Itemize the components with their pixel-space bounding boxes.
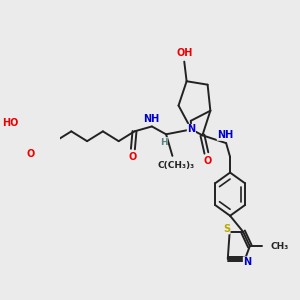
Text: O: O <box>204 156 212 166</box>
Text: N: N <box>243 257 251 267</box>
Text: OH: OH <box>176 48 192 58</box>
Text: O: O <box>26 149 34 159</box>
Text: NH: NH <box>217 130 233 140</box>
Text: CH₃: CH₃ <box>270 242 289 251</box>
Text: S: S <box>223 224 230 234</box>
Text: C(CH₃)₃: C(CH₃)₃ <box>158 161 195 170</box>
Text: O: O <box>129 152 137 162</box>
Text: NH: NH <box>143 114 159 124</box>
Text: HO: HO <box>2 118 18 128</box>
Text: H: H <box>160 138 167 147</box>
Text: N: N <box>187 124 195 134</box>
